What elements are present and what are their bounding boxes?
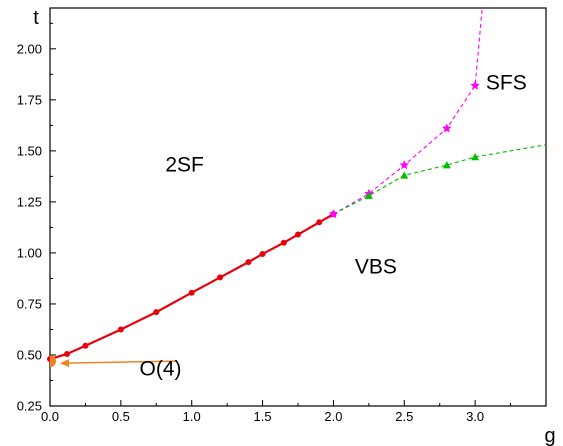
- x-tick-label: 1.5: [254, 409, 272, 424]
- y-tick-labels: 0.25 0.50 0.75 1.00 1.25 1.50 1.75 2.00: [17, 41, 42, 413]
- circle-marker: [280, 239, 287, 246]
- o4-point-marker: [50, 355, 57, 368]
- triangle-marker: [364, 191, 373, 199]
- triangle-marker: [442, 161, 451, 169]
- circle-marker: [82, 342, 89, 349]
- circle-marker: [188, 289, 195, 296]
- arrow-head: [59, 359, 69, 368]
- x-tick-label: 0.0: [41, 409, 59, 424]
- y-tick-label: 0.50: [17, 347, 42, 362]
- y-tick-label: 0.75: [17, 296, 42, 311]
- region-labels: 2SF SFS VBS O(4): [140, 72, 527, 381]
- y-tick-label: 1.75: [17, 92, 42, 107]
- circle-marker: [245, 259, 252, 266]
- x-tick-label: 1.0: [183, 409, 201, 424]
- circle-marker: [295, 231, 301, 238]
- y-tick-label: 1.00: [17, 245, 42, 260]
- series-triangle-line: [333, 144, 547, 215]
- y-tick-label: 0.25: [17, 399, 42, 414]
- x-tick-label: 2.0: [324, 409, 342, 424]
- plot-frame: [49, 7, 547, 407]
- region-label-vbs: VBS: [355, 255, 397, 278]
- y-axis-title: t: [33, 7, 39, 29]
- o4-arrow: [50, 355, 178, 368]
- x-tick-label: 2.5: [395, 409, 413, 424]
- circle-marker: [316, 219, 323, 226]
- x-tick-labels: 0.0 0.5 1.0 1.5 2.0 2.5 3.0: [41, 409, 484, 424]
- star-marker: [470, 80, 481, 90]
- circle-marker: [259, 250, 266, 257]
- circle-marker: [64, 350, 71, 357]
- star-marker: [441, 123, 452, 133]
- circle-marker: [117, 326, 124, 333]
- x-tick-label: 3.0: [466, 409, 484, 424]
- x-axis-title: g: [544, 425, 555, 446]
- triangle-marker: [400, 171, 409, 179]
- y-tick-label: 2.00: [17, 41, 42, 56]
- region-label-2sf: 2SF: [165, 153, 204, 176]
- series-star-line: [333, 7, 483, 215]
- region-label-o4: O(4): [140, 357, 182, 380]
- x-tick-label: 0.5: [112, 409, 130, 424]
- star-marker: [328, 208, 339, 219]
- triangle-marker: [471, 152, 480, 161]
- series-circle-line: [49, 213, 334, 361]
- star-marker: [399, 160, 410, 170]
- circle-marker: [217, 274, 224, 281]
- y-tick-label: 1.50: [17, 143, 42, 158]
- region-label-sfs: SFS: [486, 72, 527, 95]
- y-tick-label: 1.25: [17, 194, 42, 209]
- series-lines: [49, 7, 547, 361]
- tick-marks: [49, 22, 512, 407]
- arrow-shaft: [65, 360, 178, 364]
- circle-marker: [153, 309, 160, 316]
- series-markers: [47, 80, 481, 363]
